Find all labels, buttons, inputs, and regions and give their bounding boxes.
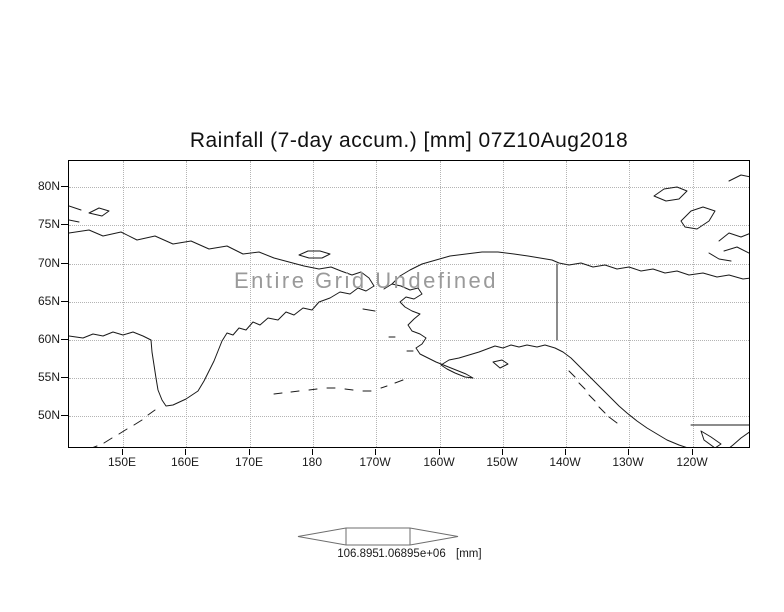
lon-label-170w: 170W <box>359 455 391 469</box>
kodiak-island <box>492 359 509 369</box>
lon-tick <box>185 449 186 455</box>
lon-label-160w: 160W <box>423 455 455 469</box>
new-siberian-islands <box>69 205 110 223</box>
lat-label-65n: 65N <box>37 294 60 308</box>
lat-tick <box>61 339 68 340</box>
lon-tick <box>502 449 503 455</box>
colorbar-max-label: 1.06895e+06 <box>378 548 446 560</box>
lat-tick <box>61 263 68 264</box>
gridline-lon-120w <box>693 161 694 447</box>
gridline-lon-160w <box>440 161 441 447</box>
lat-tick <box>61 415 68 416</box>
lon-label-170e: 170E <box>234 455 264 469</box>
lat-label-50n: 50N <box>37 408 60 422</box>
lat-tick <box>61 224 68 225</box>
coastline-chukotka-kamchatka-okhotsk <box>69 285 375 407</box>
alexander-archipelago <box>568 370 618 424</box>
colorbar-min-label: 106.895 <box>337 548 379 560</box>
vancouver-island-coast <box>700 430 749 447</box>
colorbar-arrow-shape <box>297 527 459 546</box>
lon-tick <box>249 449 250 455</box>
coastline-siberia-arctic <box>69 229 375 287</box>
lon-tick <box>312 449 313 455</box>
gridline-lat-60n <box>69 340 749 341</box>
colorbar <box>297 527 459 546</box>
gridline-lat-50n <box>69 416 749 417</box>
lon-tick <box>565 449 566 455</box>
colorbar-units-label: [mm] <box>456 548 482 560</box>
lat-label-80n: 80N <box>37 179 60 193</box>
lat-tick <box>61 377 68 378</box>
lon-tick <box>692 449 693 455</box>
canadian-arctic-islands <box>653 174 749 262</box>
plot-title: Rainfall (7-day accum.) [mm] 07Z10Aug201… <box>189 129 629 152</box>
gridline-lon-150w <box>503 161 504 447</box>
gridline-lon-130w <box>629 161 630 447</box>
lon-label-120w: 120W <box>676 455 708 469</box>
gridline-lon-170e <box>250 161 251 447</box>
wrangel-island <box>298 250 331 259</box>
undefined-grid-message: Entire Grid Undefined <box>233 268 499 293</box>
lat-tick <box>61 186 68 187</box>
lat-label-55n: 55N <box>37 370 60 384</box>
gridline-lon-160e <box>186 161 187 447</box>
gridline-lon-170w <box>376 161 377 447</box>
gridline-lat-80n <box>69 187 749 188</box>
lon-label-130w: 130W <box>612 455 644 469</box>
gridline-lon-140w <box>566 161 567 447</box>
lon-tick <box>628 449 629 455</box>
aleutian-islands <box>273 379 404 395</box>
lon-label-140w: 140W <box>549 455 581 469</box>
lat-label-70n: 70N <box>37 256 60 270</box>
lon-label-160e: 160E <box>170 455 200 469</box>
gridline-lat-65n <box>69 302 749 303</box>
lon-tick <box>122 449 123 455</box>
gridline-lat-55n <box>69 378 749 379</box>
lon-label-150w: 150W <box>486 455 518 469</box>
gridline-lon-150e <box>123 161 124 447</box>
lon-tick <box>439 449 440 455</box>
lat-label-60n: 60N <box>37 332 60 346</box>
coastline-alaska <box>383 283 687 447</box>
lat-tick <box>61 301 68 302</box>
gridline-lat-70n <box>69 264 749 265</box>
kuril-islands <box>92 409 156 447</box>
coastline-layer <box>69 174 749 447</box>
bering-sea-islands <box>362 308 414 352</box>
lon-tick <box>375 449 376 455</box>
map-frame: Entire Grid Undefined <box>68 160 750 448</box>
gridline-lon-180 <box>313 161 314 447</box>
gridline-lat-75n <box>69 225 749 226</box>
coastline-north-slope <box>391 251 749 285</box>
lat-label-75n: 75N <box>37 217 60 231</box>
lon-label-150e: 150E <box>107 455 137 469</box>
lon-label-180: 180 <box>301 455 323 469</box>
